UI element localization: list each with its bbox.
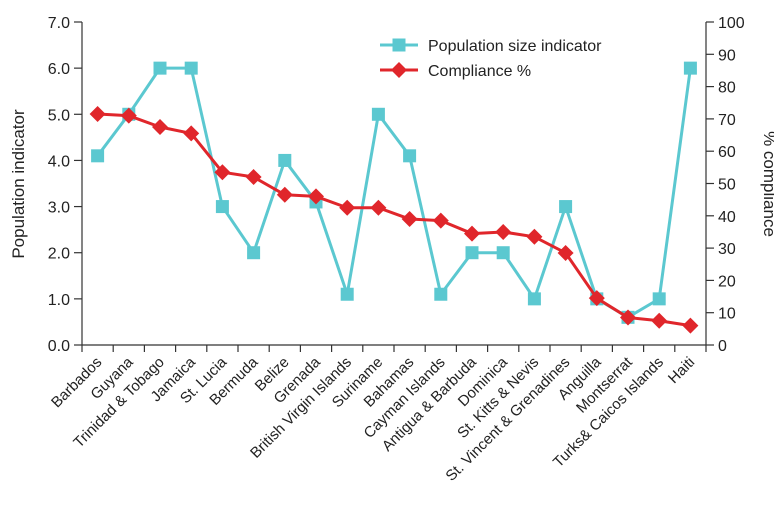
left-tick-label: 4.0 <box>48 153 70 170</box>
data-point-population <box>371 107 385 121</box>
data-point-compliance <box>495 223 512 240</box>
legend-label-population: Population size indicator <box>428 38 602 55</box>
data-point-population <box>247 246 261 260</box>
data-point-population <box>91 149 105 163</box>
data-point-compliance <box>557 244 574 261</box>
data-point-compliance <box>308 188 324 205</box>
data-point-population <box>184 61 198 75</box>
left-tick-label: 7.0 <box>48 15 70 32</box>
legend-label-compliance: Compliance % <box>428 63 531 80</box>
data-point-compliance <box>651 312 668 329</box>
right-tick-label: 20 <box>718 273 736 290</box>
left-axis-title: Population indicator <box>9 109 28 259</box>
right-tick-label: 10 <box>718 306 736 323</box>
data-point-population <box>278 153 292 167</box>
data-point-compliance <box>120 107 137 124</box>
series-line-compliance <box>97 112 691 328</box>
data-point-population <box>652 292 666 306</box>
data-point-population <box>527 292 541 306</box>
data-point-population <box>496 246 510 260</box>
data-point-compliance <box>682 317 699 334</box>
right-tick-label: 30 <box>718 241 736 258</box>
data-point-compliance <box>401 211 418 228</box>
data-point-compliance <box>183 125 200 142</box>
data-point-compliance <box>432 212 449 229</box>
right-axis-title: % compliance <box>760 131 774 237</box>
left-tick-label: 0.0 <box>48 338 70 355</box>
data-point-compliance <box>588 290 605 307</box>
data-point-population <box>434 287 448 301</box>
right-tick-label: 60 <box>718 144 736 161</box>
left-tick-label: 6.0 <box>48 61 70 78</box>
right-tick-label: 50 <box>718 177 736 194</box>
left-tick-label: 5.0 <box>48 107 70 124</box>
data-point-compliance <box>339 199 356 216</box>
data-point-compliance <box>152 118 168 135</box>
axes: 0.0 1.0 2.0 3.0 4.0 5.0 6.0 7.0 0 10 20 30 40 50 60 70 8… <box>48 15 745 485</box>
left-tick-label: 1.0 <box>48 292 70 309</box>
right-tick-label: 80 <box>718 80 736 97</box>
data-point-compliance <box>620 309 636 326</box>
data-point-population <box>559 200 573 214</box>
data-point-compliance <box>370 199 387 216</box>
right-tick-label: 70 <box>718 112 736 129</box>
data-point-population <box>403 149 417 163</box>
data-point-population <box>340 287 354 301</box>
data-point-compliance <box>464 225 480 242</box>
series-layer <box>89 61 699 334</box>
legend-marker-population <box>392 38 406 52</box>
data-point-compliance <box>276 186 293 203</box>
legend: Population size indicator Compliance % <box>380 38 602 80</box>
series-line-population <box>96 66 692 319</box>
left-tick-label: 2.0 <box>48 246 70 263</box>
data-point-population <box>153 61 167 75</box>
data-point-compliance <box>245 169 262 186</box>
data-point-compliance <box>214 164 231 181</box>
data-point-compliance <box>89 106 106 123</box>
legend-marker-compliance <box>391 62 407 78</box>
right-tick-label: 100 <box>718 15 745 32</box>
left-tick-label: 3.0 <box>48 200 70 217</box>
data-point-compliance <box>526 228 543 245</box>
right-tick-label: 90 <box>718 47 736 64</box>
right-tick-label: 0 <box>718 338 727 355</box>
data-point-population <box>215 200 229 214</box>
x-tick-label: Haiti <box>665 354 698 387</box>
data-point-population <box>683 61 697 75</box>
right-tick-label: 40 <box>718 209 736 226</box>
data-point-population <box>465 246 479 260</box>
